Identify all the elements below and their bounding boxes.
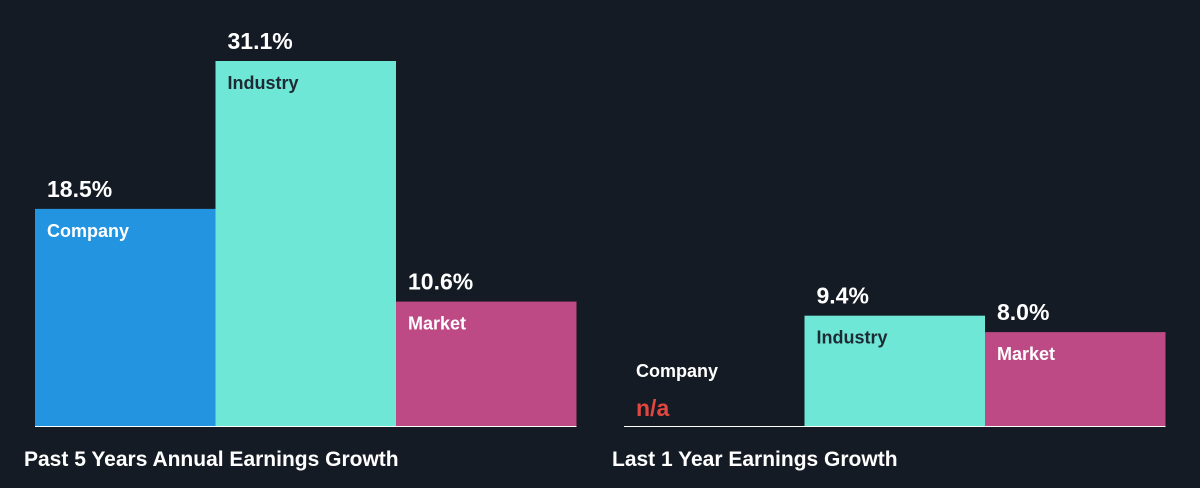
bar-name-last-1-year-industry: Industry xyxy=(817,328,888,348)
bar-name-last-1-year-market: Market xyxy=(997,344,1055,364)
value-label-past-5-years-market: 10.6% xyxy=(408,269,473,295)
panel-title-last-1-year: Last 1 Year Earnings Growth xyxy=(612,448,898,471)
value-label-last-1-year-market: 8.0% xyxy=(997,299,1049,325)
bar-name-past-5-years-market: Market xyxy=(408,314,466,334)
bar-name-past-5-years-industry: Industry xyxy=(228,73,299,93)
value-label-last-1-year-company: n/a xyxy=(636,395,669,421)
bar-name-past-5-years-company: Company xyxy=(47,221,129,241)
bar-last-1-year-industry xyxy=(804,315,985,426)
bar-past-5-years-company xyxy=(35,208,216,426)
bar-last-1-year-market xyxy=(985,332,1166,426)
value-label-last-1-year-industry: 9.4% xyxy=(817,283,869,309)
bar-past-5-years-market xyxy=(396,301,577,426)
value-label-past-5-years-industry: 31.1% xyxy=(228,28,293,54)
bar-past-5-years-industry xyxy=(215,61,396,426)
bar-name-last-1-year-company: Company xyxy=(636,361,718,381)
value-label-past-5-years-company: 18.5% xyxy=(47,176,112,202)
panel-title-past-5-years: Past 5 Years Annual Earnings Growth xyxy=(24,448,399,471)
